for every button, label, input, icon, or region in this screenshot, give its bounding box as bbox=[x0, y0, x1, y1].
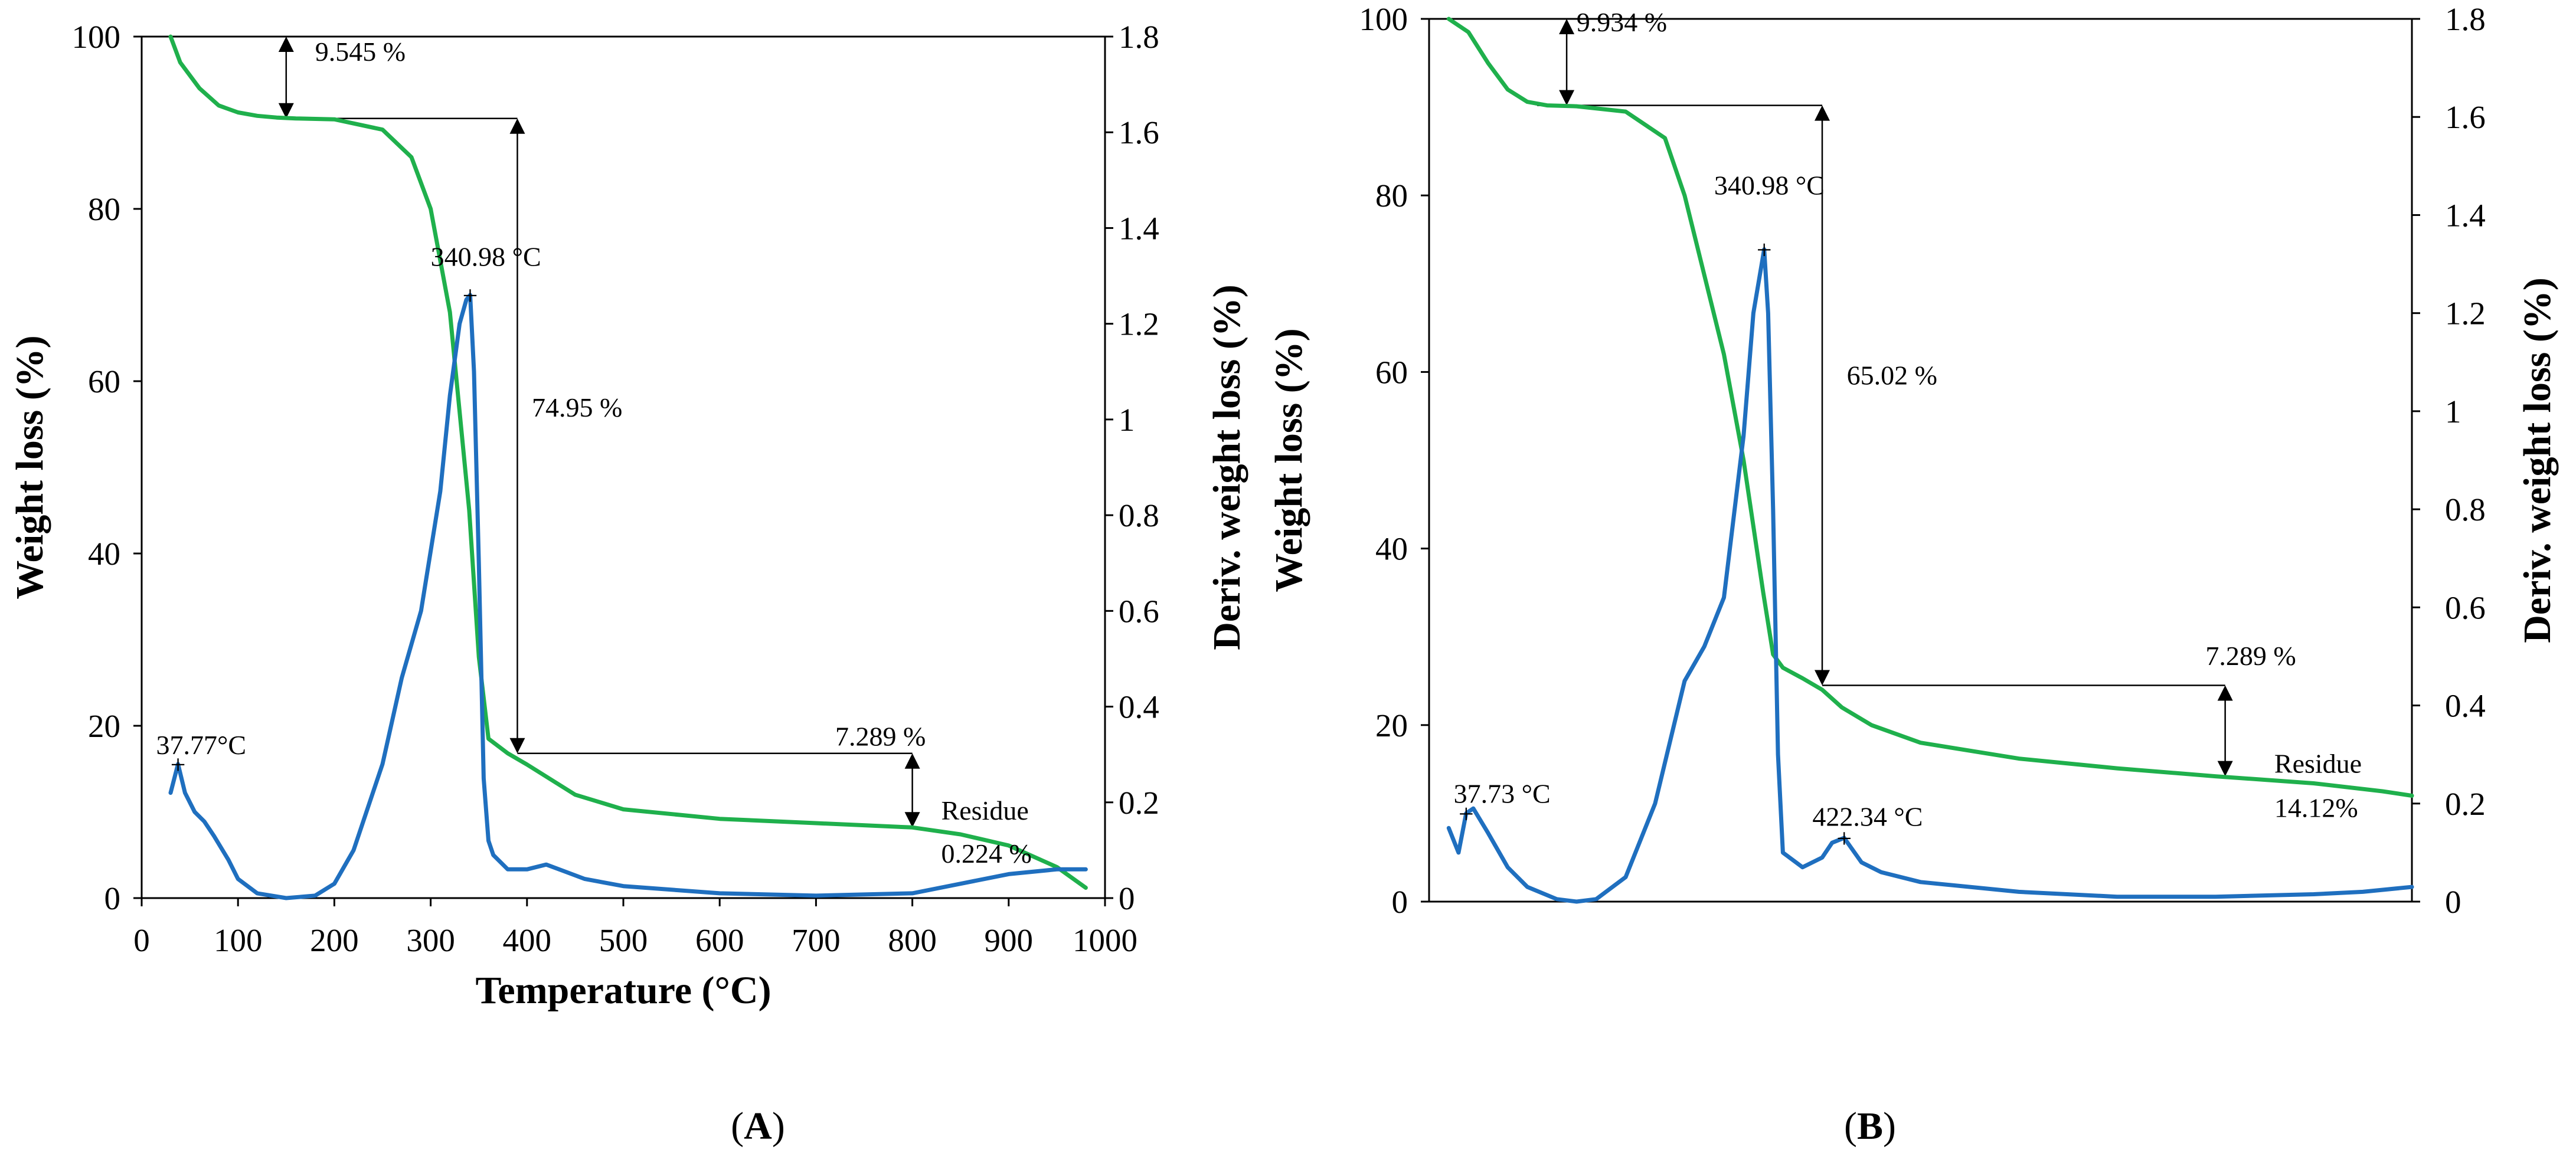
arrow-head-down bbox=[509, 738, 525, 754]
deriv-weight-loss-curve bbox=[1446, 247, 2414, 904]
plot-frame bbox=[140, 35, 1106, 899]
y-left-tick-label: 100 bbox=[72, 19, 121, 55]
y-axis-left-title: Weight loss (%) bbox=[1267, 328, 1310, 592]
y-left-tick-label: 40 bbox=[88, 536, 120, 572]
arrow-head-down bbox=[278, 103, 294, 119]
x-tick-label: 600 bbox=[695, 922, 744, 958]
arrow-head-up bbox=[278, 37, 294, 52]
arrow-head-up bbox=[509, 118, 525, 134]
y-right-tick-label: 1.6 bbox=[2445, 99, 2486, 135]
annotation-label: 422.34 °C bbox=[1812, 801, 1923, 831]
annotation-label: Residue bbox=[942, 795, 1029, 826]
x-tick-label: 0 bbox=[133, 922, 150, 958]
weight-loss-curve bbox=[1446, 17, 2414, 798]
y-right-tick-label: 0 bbox=[2445, 884, 2461, 920]
annotation-label: Residue bbox=[2274, 749, 2362, 779]
peak-marker: + bbox=[463, 280, 478, 310]
x-tick-label: 800 bbox=[888, 922, 937, 958]
x-tick-label: 700 bbox=[792, 922, 841, 958]
y-right-tick-label: 0.8 bbox=[2445, 492, 2486, 528]
y-right-tick-label: 1.8 bbox=[2445, 1, 2486, 37]
annotation-label: 9.545 % bbox=[315, 37, 406, 67]
annotation-label: 7.289 % bbox=[2205, 641, 2296, 671]
arrow-head-up bbox=[2217, 685, 2233, 701]
x-tick-label: 500 bbox=[599, 922, 648, 958]
annotation-label: 7.289 % bbox=[835, 722, 926, 752]
peak-marker: + bbox=[1459, 798, 1474, 828]
annotation-label: 37.73 °C bbox=[1454, 778, 1551, 808]
y-right-tick-label: 1.4 bbox=[1119, 210, 1159, 246]
y-left-tick-label: 40 bbox=[1375, 531, 1408, 567]
y-right-tick-label: 1 bbox=[2445, 394, 2461, 430]
y-left-tick-label: 20 bbox=[88, 708, 120, 744]
plot-frame bbox=[1428, 18, 2413, 903]
y-left-tick-label: 60 bbox=[1375, 354, 1408, 390]
x-tick-label: 200 bbox=[310, 922, 359, 958]
y-axis-right-title: Deriv. weight loss (%) bbox=[1205, 284, 1248, 650]
arrow-head-up bbox=[1559, 19, 1575, 34]
annotation-label: 0.224 % bbox=[942, 838, 1032, 869]
annotation-label: 340.98 °C bbox=[431, 241, 541, 271]
y-right-tick-label: 1.8 bbox=[1119, 19, 1159, 55]
annotation-label: 340.98 °C bbox=[1714, 171, 1825, 201]
arrow-head-up bbox=[904, 753, 920, 769]
arrow-head-down bbox=[904, 812, 920, 828]
y-right-tick-label: 0.8 bbox=[1119, 497, 1159, 533]
peak-marker: + bbox=[1757, 235, 1772, 265]
y-left-tick-label: 20 bbox=[1375, 707, 1408, 743]
peak-marker: + bbox=[171, 749, 186, 779]
x-tick-label: 1000 bbox=[1073, 922, 1137, 958]
y-right-tick-label: 0.2 bbox=[1119, 785, 1159, 821]
panel-label: (B) bbox=[1844, 1105, 1896, 1148]
y-left-tick-label: 80 bbox=[1375, 178, 1408, 214]
y-left-tick-label: 60 bbox=[88, 363, 120, 399]
x-tick-label: 400 bbox=[503, 922, 552, 958]
panel-label: (A) bbox=[731, 1105, 785, 1148]
x-tick-label: 100 bbox=[214, 922, 263, 958]
peak-marker: + bbox=[1836, 823, 1852, 853]
y-right-tick-label: 1 bbox=[1119, 402, 1135, 438]
arrow-head-down bbox=[2217, 761, 2233, 777]
y-right-tick-label: 1.4 bbox=[2445, 197, 2486, 233]
y-right-tick-label: 0.4 bbox=[1119, 689, 1159, 725]
y-left-tick-label: 100 bbox=[1359, 1, 1408, 37]
y-left-tick-label: 0 bbox=[1392, 884, 1408, 920]
y-axis-left-title: Weight loss (%) bbox=[8, 335, 51, 599]
y-right-tick-label: 0.4 bbox=[2445, 688, 2486, 724]
x-tick-label: 300 bbox=[406, 922, 455, 958]
y-right-tick-label: 1.6 bbox=[1119, 114, 1159, 150]
x-axis-title: Temperature (°C) bbox=[475, 969, 771, 1012]
deriv-weight-loss-curve bbox=[168, 293, 1088, 900]
y-right-tick-label: 1.2 bbox=[2445, 296, 2486, 332]
annotation-label: 9.934 % bbox=[1577, 7, 1667, 37]
y-right-tick-label: 0.2 bbox=[2445, 786, 2486, 822]
annotation-label: 74.95 % bbox=[532, 392, 622, 422]
annotation-label: 65.02 % bbox=[1847, 360, 1937, 390]
weight-loss-curve bbox=[168, 34, 1088, 890]
y-right-tick-label: 0.6 bbox=[1119, 593, 1159, 629]
x-tick-label: 900 bbox=[985, 922, 1034, 958]
annotation-label: 14.12% bbox=[2274, 792, 2358, 823]
arrow-head-down bbox=[1815, 670, 1830, 686]
y-right-tick-label: 1.2 bbox=[1119, 306, 1159, 342]
y-left-tick-label: 80 bbox=[88, 191, 120, 227]
y-axis-right-title: Deriv. weight loss (%) bbox=[2516, 277, 2559, 643]
annotation-label: 37.77°C bbox=[156, 730, 246, 760]
y-right-tick-label: 0 bbox=[1119, 880, 1135, 916]
arrow-head-down bbox=[1559, 90, 1575, 106]
y-right-tick-label: 0.6 bbox=[2445, 589, 2486, 625]
y-left-tick-label: 0 bbox=[104, 880, 121, 916]
arrow-head-up bbox=[1815, 105, 1830, 121]
panel-b: 0 20 40 60 80 100 0 0.2 0.4 0.6 0.8 1 1.2 1.4 1.6 1.8 We… bbox=[1267, 1, 2559, 1148]
